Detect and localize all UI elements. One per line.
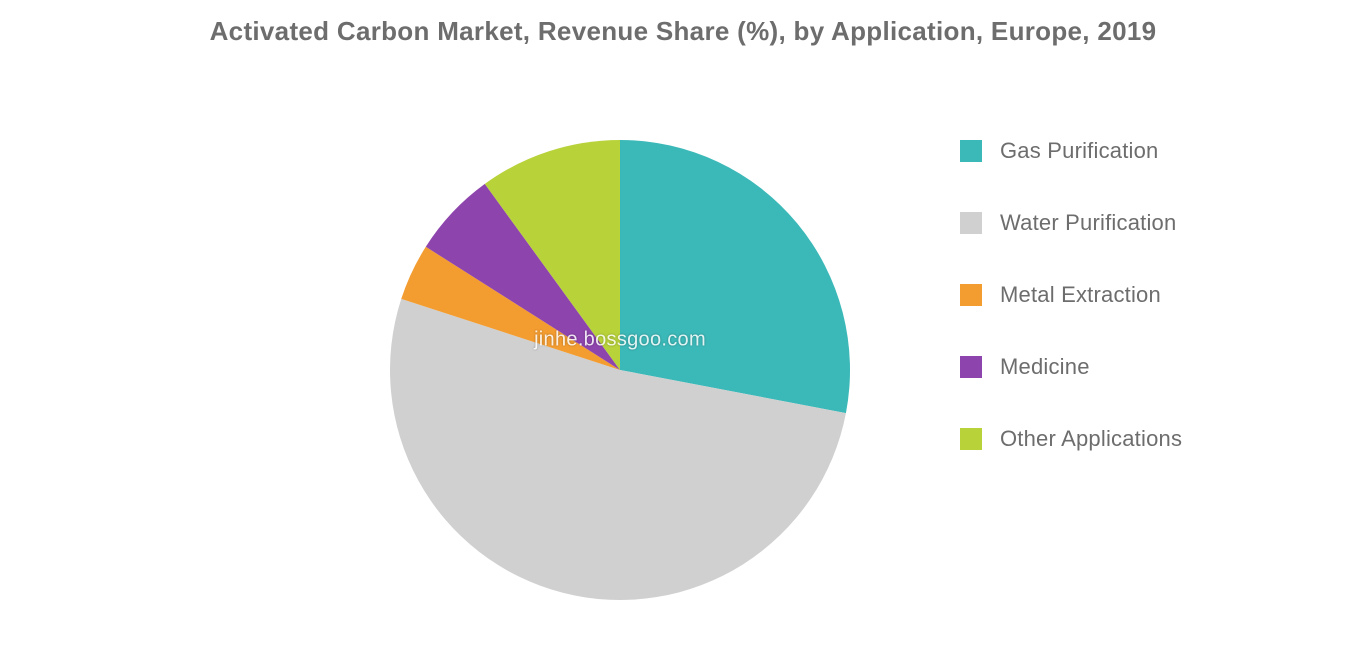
chart-container: Activated Carbon Market, Revenue Share (…: [0, 0, 1366, 655]
legend-swatch: [960, 212, 982, 234]
legend-item: Gas Purification: [960, 140, 1182, 162]
legend: Gas Purification Water Purification Metal …: [960, 140, 1182, 450]
legend-item: Other Applications: [960, 428, 1182, 450]
pie-svg: [390, 140, 850, 600]
legend-label: Water Purification: [1000, 210, 1176, 236]
legend-swatch: [960, 356, 982, 378]
legend-item: Water Purification: [960, 212, 1182, 234]
legend-swatch: [960, 428, 982, 450]
legend-item: Medicine: [960, 356, 1182, 378]
legend-label: Other Applications: [1000, 426, 1182, 452]
chart-title: Activated Carbon Market, Revenue Share (…: [0, 16, 1366, 47]
pie-slice: [620, 140, 850, 413]
legend-swatch: [960, 140, 982, 162]
legend-swatch: [960, 284, 982, 306]
legend-label: Metal Extraction: [1000, 282, 1161, 308]
legend-label: Medicine: [1000, 354, 1090, 380]
legend-label: Gas Purification: [1000, 138, 1159, 164]
legend-item: Metal Extraction: [960, 284, 1182, 306]
pie-chart: [390, 140, 850, 605]
